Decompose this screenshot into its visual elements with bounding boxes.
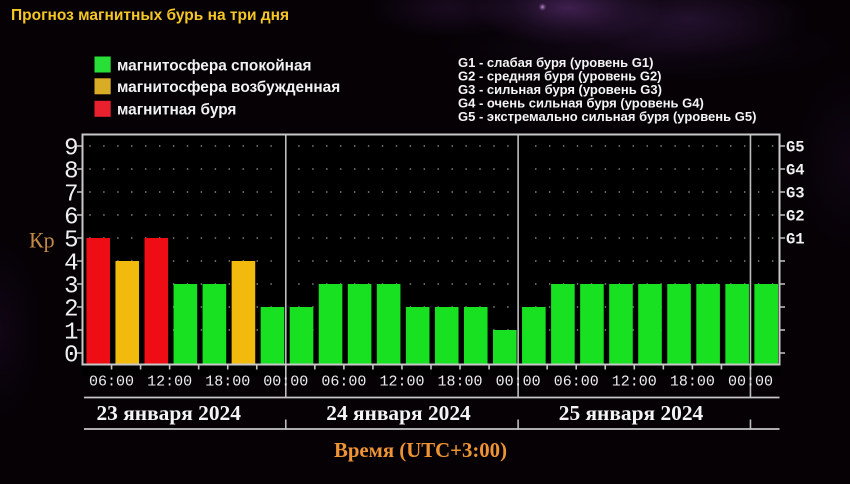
svg-text:12:00: 12:00 xyxy=(612,374,657,391)
svg-text:00:00: 00:00 xyxy=(263,374,308,391)
svg-text:00:00: 00:00 xyxy=(496,374,541,391)
svg-text:3: 3 xyxy=(64,273,78,300)
svg-text:G4: G4 xyxy=(786,161,805,179)
svg-text:G3: G3 xyxy=(786,184,805,202)
svg-text:24 января 2024: 24 января 2024 xyxy=(326,401,471,425)
svg-text:G1: G1 xyxy=(786,230,805,248)
svg-text:Прогноз магнитных бурь на три: Прогноз магнитных бурь на три дня xyxy=(11,7,289,24)
svg-text:18:00: 18:00 xyxy=(437,374,482,391)
svg-text:9: 9 xyxy=(64,135,78,162)
svg-text:06:00: 06:00 xyxy=(554,374,599,391)
svg-text:магнитная буря: магнитная буря xyxy=(117,102,236,119)
svg-text:магнитосфера возбужденная: магнитосфера возбужденная xyxy=(117,79,340,96)
svg-text:00:00: 00:00 xyxy=(728,374,773,391)
svg-text:G1 - слабая буря (уровень G1): G1 - слабая буря (уровень G1) xyxy=(458,55,653,70)
svg-text:06:00: 06:00 xyxy=(321,374,366,391)
svg-text:7: 7 xyxy=(64,181,78,208)
svg-text:18:00: 18:00 xyxy=(670,374,715,391)
svg-text:0: 0 xyxy=(64,342,78,369)
svg-text:1: 1 xyxy=(64,319,78,346)
svg-text:4: 4 xyxy=(64,250,78,277)
svg-text:18:00: 18:00 xyxy=(205,374,250,391)
svg-text:G5: G5 xyxy=(786,138,805,156)
svg-text:5: 5 xyxy=(64,227,78,254)
svg-text:Время (UTC+3:00): Время (UTC+3:00) xyxy=(334,439,507,462)
svg-text:G2: G2 xyxy=(786,207,805,225)
svg-text:магнитосфера спокойная: магнитосфера спокойная xyxy=(117,57,312,74)
svg-text:06:00: 06:00 xyxy=(89,374,134,391)
svg-text:8: 8 xyxy=(64,158,78,185)
svg-text:G2 - средняя буря (уровень G2): G2 - средняя буря (уровень G2) xyxy=(458,69,662,84)
svg-text:G4 - очень сильная буря (урове: G4 - очень сильная буря (уровень G4) xyxy=(458,96,704,111)
svg-text:25 января 2024: 25 января 2024 xyxy=(559,401,704,425)
svg-text:6: 6 xyxy=(64,204,78,231)
svg-text:2: 2 xyxy=(64,296,78,323)
svg-text:G5 - экстремально сильная буря: G5 - экстремально сильная буря (уровень … xyxy=(458,109,756,124)
svg-text:Кр: Кр xyxy=(29,228,55,253)
svg-text:G3 - сильная буря (уровень G3): G3 - сильная буря (уровень G3) xyxy=(458,82,662,97)
svg-text:12:00: 12:00 xyxy=(147,374,192,391)
svg-text:23 января 2024: 23 января 2024 xyxy=(96,401,241,425)
svg-text:12:00: 12:00 xyxy=(379,374,424,391)
